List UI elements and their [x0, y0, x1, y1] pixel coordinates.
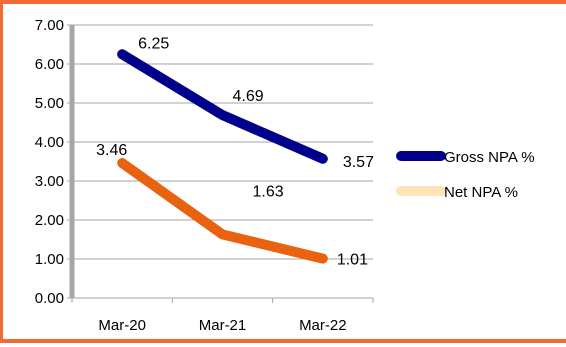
data-label: 1.01	[337, 252, 368, 269]
data-label: 3.46	[96, 142, 127, 159]
y-tick-label: 4.00	[35, 134, 64, 151]
data-label: 1.63	[253, 183, 284, 200]
data-label: 4.69	[233, 88, 264, 105]
y-tick-label: 5.00	[35, 95, 64, 112]
x-tick-label: Mar-22	[299, 317, 347, 334]
legend: Gross NPA % Net NPA %	[396, 149, 535, 201]
data-label: 3.57	[343, 154, 374, 171]
y-tick-label: 6.00	[35, 56, 64, 73]
legend-label: Gross NPA %	[444, 149, 535, 166]
series-line	[117, 49, 328, 164]
y-tick-label: 0.00	[35, 290, 64, 307]
npa-line-chart: 0.00 1.00 2.00 3.00 4.00 5.00 6.00 7.00 Mar-20 Ma…	[35, 17, 535, 334]
series-line	[117, 158, 328, 264]
y-tick-label: 7.00	[35, 17, 64, 34]
y-tick-label: 3.00	[35, 173, 64, 190]
y-tick-label: 2.00	[35, 212, 64, 229]
gridlines	[72, 24, 373, 260]
y-tick-label: 1.00	[35, 251, 64, 268]
legend-label: Net NPA %	[444, 184, 518, 201]
data-labels: 6.25 4.69 3.57 3.46 1.63 1.01	[96, 35, 374, 268]
data-label: 6.25	[138, 35, 169, 52]
axes: 0.00 1.00 2.00 3.00 4.00 5.00 6.00 7.00 Mar-20 Ma…	[35, 17, 374, 334]
series-lines	[117, 49, 328, 264]
x-tick-label: Mar-20	[98, 317, 146, 334]
x-tick-label: Mar-21	[199, 317, 247, 334]
